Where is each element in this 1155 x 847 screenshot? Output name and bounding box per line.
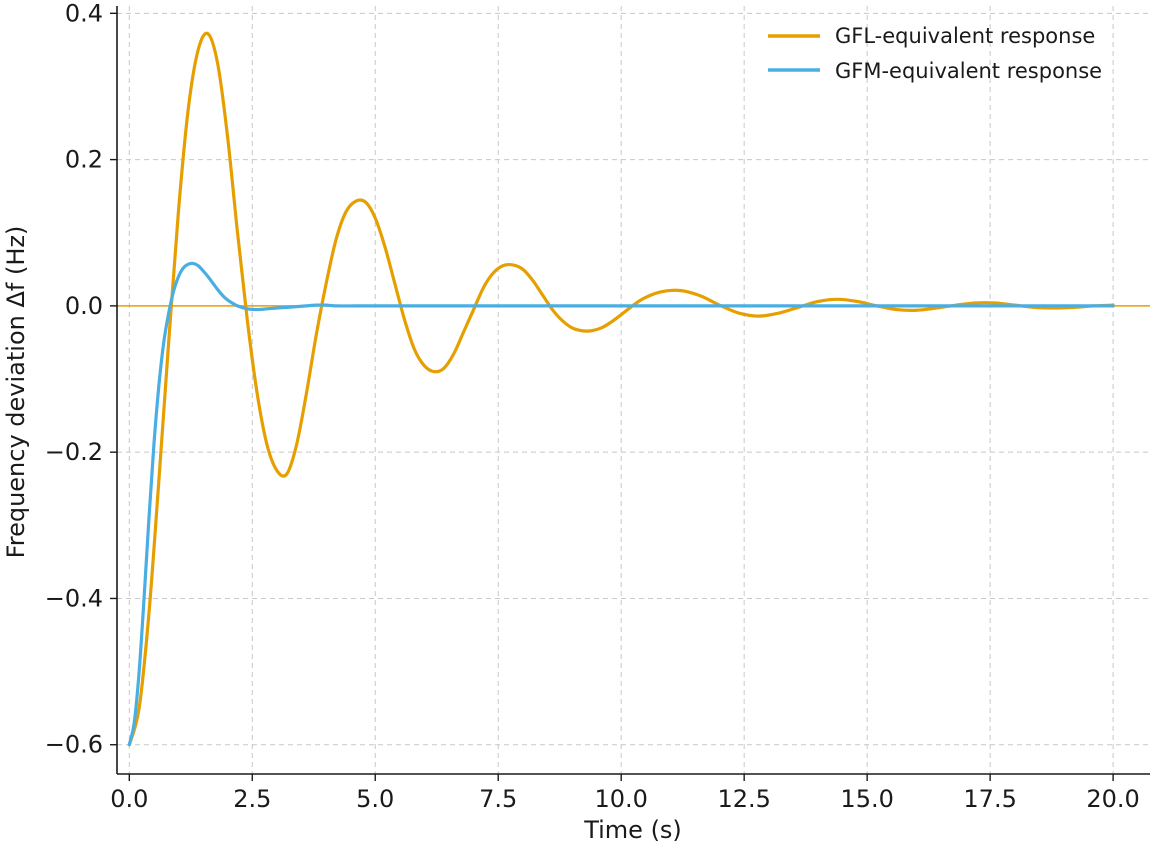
y-tick-label: −0.6 (45, 731, 103, 759)
x-tick-label: 15.0 (840, 785, 893, 813)
x-tick-label: 7.5 (479, 785, 517, 813)
y-tick-label: 0.2 (65, 146, 103, 174)
x-ticks: 0.0 2.5 5.0 7.5 10.0 12.5 15.0 17.5 20.0 (110, 774, 1140, 813)
x-tick-label: 17.5 (963, 785, 1016, 813)
y-tick-label: 0.0 (65, 292, 103, 320)
y-tick-label: −0.2 (45, 438, 103, 466)
series-layer (127, 31, 1115, 747)
series-line-gfm (127, 261, 1115, 747)
x-tick-label: 0.0 (110, 785, 148, 813)
legend: GFL-equivalent response GFM-equivalent r… (768, 24, 1102, 83)
series-line-gfl (127, 31, 1115, 747)
x-axis-label: Time (s) (583, 816, 682, 844)
x-tick-label: 20.0 (1086, 785, 1139, 813)
y-axis-label: Frequency deviation Δf (Hz) (2, 226, 30, 559)
legend-label-gfm: GFM-equivalent response (835, 59, 1102, 83)
legend-label-gfl: GFL-equivalent response (835, 24, 1095, 48)
x-tick-label: 10.0 (594, 785, 647, 813)
axes (116, 6, 1150, 775)
x-tick-label: 12.5 (717, 785, 770, 813)
x-tick-label: 5.0 (356, 785, 394, 813)
y-tick-label: 0.4 (65, 0, 103, 27)
x-tick-label: 2.5 (233, 785, 271, 813)
grid (117, 6, 1150, 774)
y-ticks: −0.6 −0.4 −0.2 0.0 0.2 0.4 (45, 0, 117, 759)
y-tick-label: −0.4 (45, 584, 103, 612)
